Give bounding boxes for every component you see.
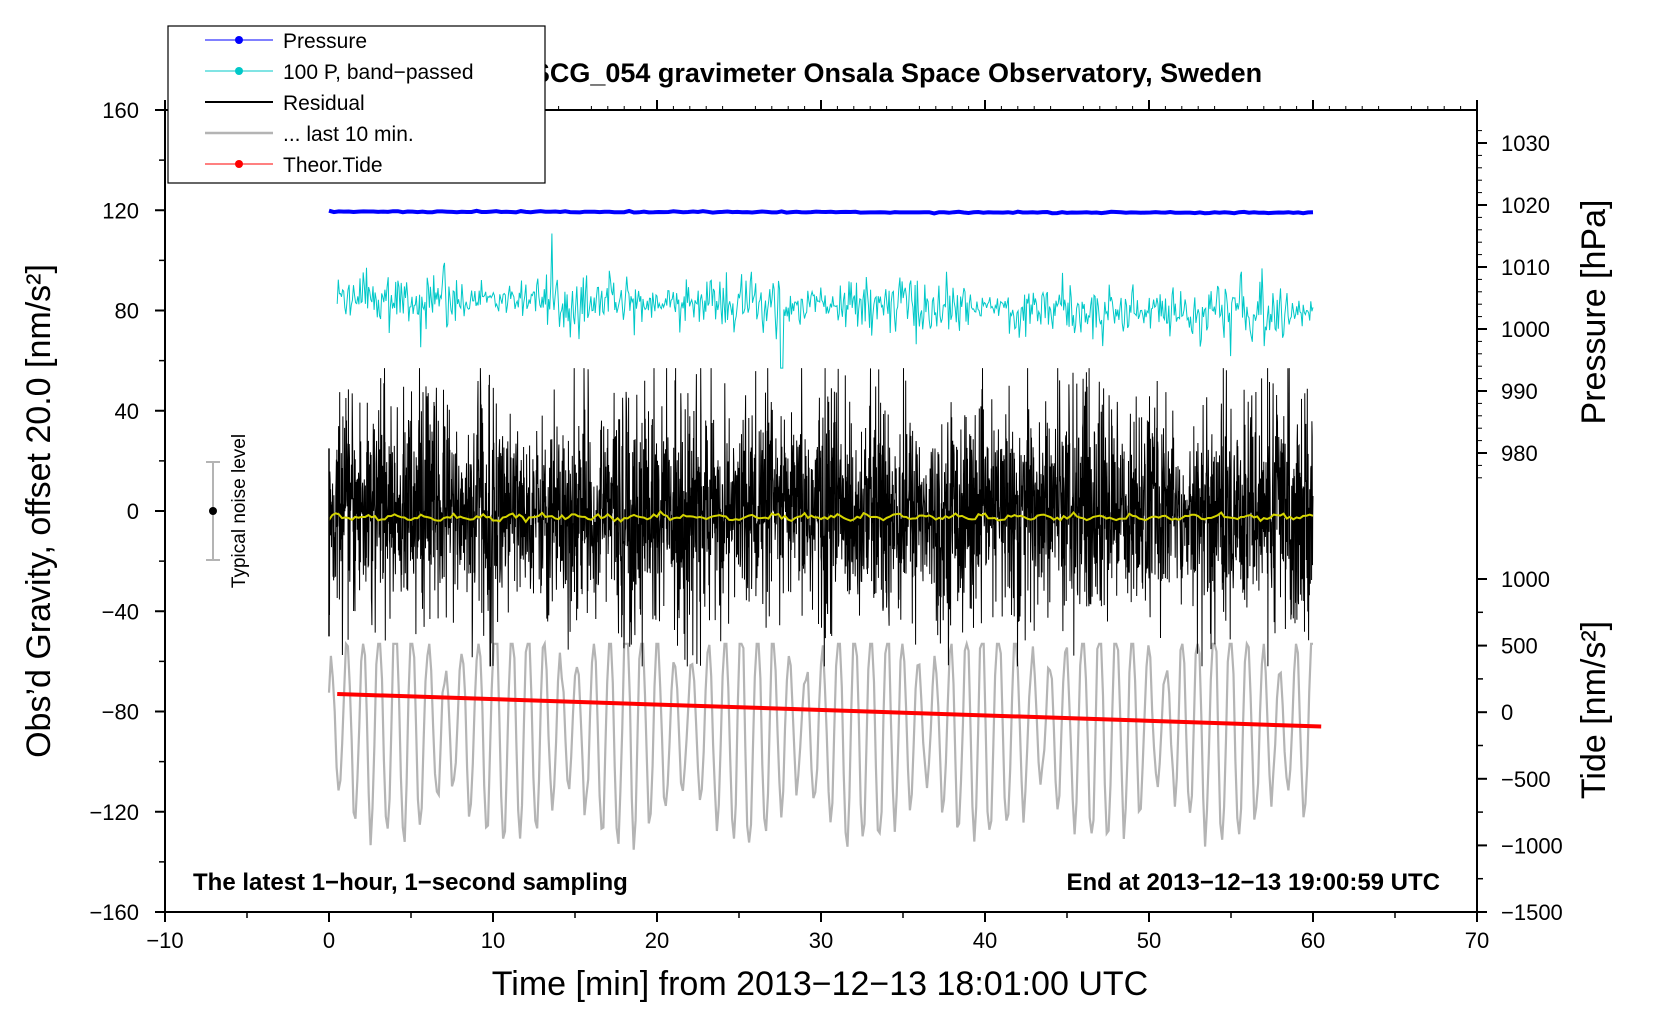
y-tick-label: −160 <box>89 900 139 925</box>
pressure-tick-label: 1020 <box>1501 193 1550 218</box>
note-left: The latest 1−hour, 1−second sampling <box>193 869 628 896</box>
legend-item-bandpassed: 100 P, band−passed <box>205 61 474 84</box>
x-tick-label: 40 <box>973 928 997 953</box>
series-tide-line <box>337 691 1322 729</box>
y-tick-label: 80 <box>115 299 139 324</box>
tide-tick-label: 1000 <box>1501 567 1550 592</box>
y-tick-label: 0 <box>127 499 139 524</box>
plot-data <box>327 208 1322 850</box>
legend-label-tide: Theor.Tide <box>283 154 383 177</box>
chart-title: SCG_054 gravimeter Onsala Space Observat… <box>532 58 1262 88</box>
y-tick-label: −120 <box>89 800 139 825</box>
x-tick-label: −10 <box>146 928 183 953</box>
legend-label-bandpassed: 100 P, band−passed <box>283 61 474 84</box>
legend-item-last10: ... last 10 min. <box>205 123 414 146</box>
series-residual-line <box>328 368 1314 667</box>
legend-label-residual: Residual <box>283 92 365 115</box>
y-tick-label: 120 <box>102 198 139 223</box>
legend-item-residual: Residual <box>205 92 365 115</box>
legend-item-pressure: Pressure <box>205 30 367 53</box>
legend: Pressure 100 P, band−passed Residual ...… <box>167 25 546 184</box>
series-bandpassed-line <box>336 233 1314 369</box>
pressure-tick-label: 1000 <box>1501 317 1550 342</box>
noise-bar-dot <box>209 507 217 515</box>
pressure-tick-label: 1030 <box>1501 131 1550 156</box>
legend-marker-bandpassed <box>235 67 243 75</box>
note-right: End at 2013−12−13 19:00:59 UTC <box>1066 869 1440 896</box>
tide-axis-title: Tide [nm/s²] <box>1575 621 1613 799</box>
x-tick-label: 0 <box>323 928 335 953</box>
legend-label-last10: ... last 10 min. <box>283 123 414 146</box>
legend-item-tide: Theor.Tide <box>205 154 383 177</box>
pressure-tick-label: 990 <box>1501 379 1538 404</box>
x-tick-label: 60 <box>1301 928 1325 953</box>
series-pressure-line <box>328 208 1314 216</box>
y-tick-label: 40 <box>115 399 139 424</box>
x-tick-label: 70 <box>1465 928 1489 953</box>
axis-ticks: −10 0 10 20 30 40 50 60 70−160−120−80−4004080120… <box>89 98 1562 953</box>
series-residual-mean-line <box>328 509 1314 524</box>
x-axis-title: Time [min] from 2013−12−13 18:01:00 UTC <box>492 965 1148 1003</box>
legend-label-pressure: Pressure <box>283 30 367 53</box>
noise-bar: Typical noise level <box>206 434 250 588</box>
x-tick-label: 30 <box>809 928 833 953</box>
tide-tick-label: 0 <box>1501 700 1513 725</box>
legend-marker-pressure <box>235 36 243 44</box>
y-tick-label: 160 <box>102 98 139 123</box>
tide-tick-label: −1500 <box>1501 900 1563 925</box>
y-axis-title: Obs’d Gravity, offset 20.0 [nm/s²] <box>20 264 58 758</box>
x-tick-label: 10 <box>481 928 505 953</box>
tide-tick-label: −1000 <box>1501 833 1563 858</box>
tide-tick-label: 500 <box>1501 634 1538 659</box>
legend-marker-tide <box>235 160 243 168</box>
legend-box <box>167 25 546 184</box>
x-tick-label: 50 <box>1137 928 1161 953</box>
y-tick-label: −80 <box>102 700 139 725</box>
pressure-tick-label: 1010 <box>1501 255 1550 280</box>
tide-tick-label: −500 <box>1501 767 1551 792</box>
plot-frame <box>164 109 1478 913</box>
x-tick-label: 20 <box>645 928 669 953</box>
pressure-tick-label: 980 <box>1501 441 1538 466</box>
noise-bar-label: Typical noise level <box>229 434 250 588</box>
y-tick-label: −40 <box>102 599 139 624</box>
pressure-axis-title: Pressure [hPa] <box>1575 200 1613 425</box>
